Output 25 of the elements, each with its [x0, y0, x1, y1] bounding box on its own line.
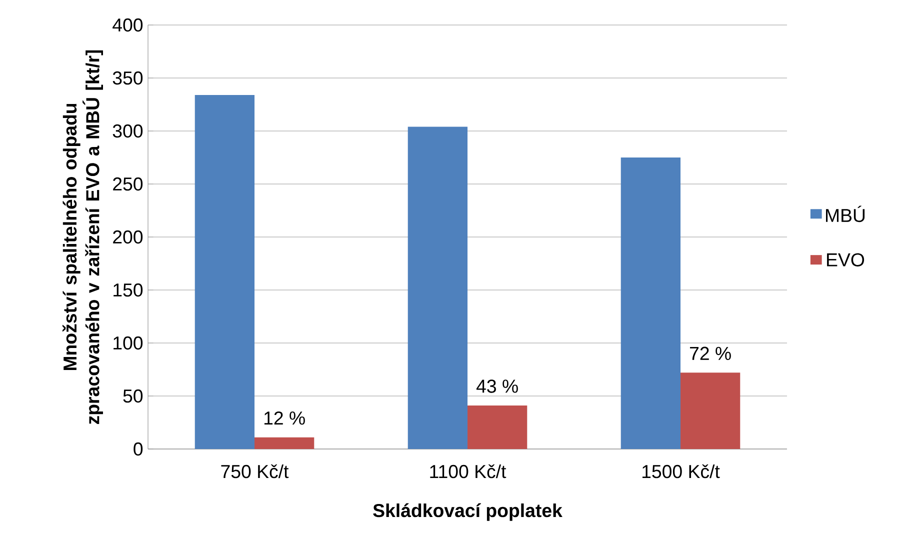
annotation: 72 % [690, 346, 731, 360]
bar [254, 437, 314, 449]
bar [680, 372, 740, 449]
y-tick-label: 350 [112, 71, 143, 85]
legend-label: EVO [827, 253, 864, 266]
y-tick-label: 300 [112, 124, 143, 138]
y-tick-label: 150 [114, 283, 143, 297]
y-tick-label: 0 [134, 442, 143, 456]
bar [620, 158, 681, 449]
y-tick-label: 50 [123, 389, 143, 403]
x-axis-title: Skládkovací poplatek [373, 503, 562, 521]
y-tick-label: 400 [112, 18, 143, 32]
annotation: 12 % [264, 411, 305, 425]
y-tick-label: 200 [113, 230, 143, 244]
x-tick-label: 1100 Kč/t [430, 464, 506, 478]
annotation: 43 % [476, 380, 518, 393]
y-axis-title: Množství spalitelného odpadu zpracovaného v zařízení EVO a MBÚ [kt/r] [62, 50, 103, 424]
bar [194, 94, 255, 449]
bar [468, 406, 528, 449]
bar [408, 126, 468, 449]
x-tick-label: 1500 Kč/t [642, 464, 720, 478]
y-tick-label: 100 [114, 336, 143, 350]
x-tick-label: 750 Kč/t [221, 464, 289, 478]
y-tick-label: 250 [113, 177, 143, 191]
legend-label: MBÚ [826, 206, 865, 222]
